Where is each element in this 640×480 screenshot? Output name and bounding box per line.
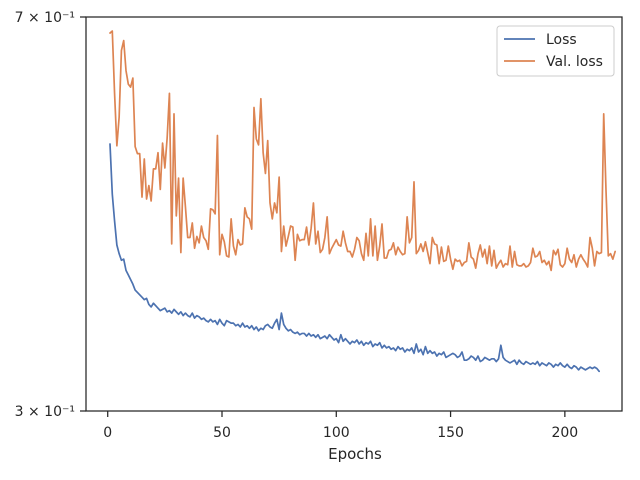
series-lines bbox=[109, 30, 616, 373]
x-tick-label: 150 bbox=[437, 425, 464, 441]
legend-label-0: Loss bbox=[546, 32, 577, 48]
x-axis-ticks: 0 50 100 150 200 bbox=[103, 411, 578, 441]
x-tick-label: 50 bbox=[213, 425, 231, 441]
axes-frame bbox=[85, 16, 623, 412]
y-tick-label: 3 × 10⁻¹ bbox=[15, 404, 75, 420]
x-axis-title: Epochs bbox=[328, 445, 382, 463]
series-line-1 bbox=[109, 30, 616, 272]
x-tick-label: 100 bbox=[323, 425, 350, 441]
y-tick-label: 7 × 10⁻¹ bbox=[15, 10, 75, 26]
y-axis-ticks: 7 × 10⁻¹ 3 × 10⁻¹ bbox=[15, 10, 86, 420]
legend: Loss Val. loss bbox=[496, 25, 615, 77]
series-line-0 bbox=[109, 143, 600, 373]
legend-label-1: Val. loss bbox=[546, 54, 603, 70]
x-tick-label: 200 bbox=[551, 425, 578, 441]
x-tick-label: 0 bbox=[103, 425, 112, 441]
